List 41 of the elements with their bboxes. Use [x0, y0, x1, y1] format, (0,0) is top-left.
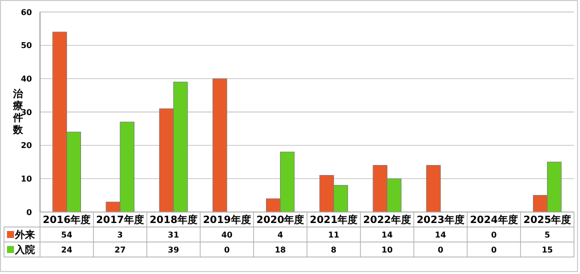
data-label: 14: [382, 230, 394, 240]
data-label: 31: [168, 230, 180, 240]
y-tick-label: 20: [20, 141, 32, 150]
y-tick-label: 0: [26, 208, 32, 217]
x-tick-label: 2020年度: [256, 214, 304, 226]
y-tick-label: 40: [20, 74, 32, 84]
y-tick-label: 10: [20, 174, 32, 184]
data-label: 8: [330, 245, 337, 254]
legend-label: 外来: [14, 229, 35, 241]
data-label: 14: [434, 230, 446, 240]
x-tick-label: 2019年度: [202, 214, 251, 226]
data-label: 4: [278, 230, 284, 240]
data-label: 10: [382, 245, 394, 254]
legend-label: 入院: [14, 244, 35, 256]
data-label: 27: [114, 245, 126, 254]
data-label: 5: [544, 230, 551, 240]
y-tick-label: 50: [20, 41, 32, 50]
x-tick-label: 2025年度: [523, 214, 572, 226]
data-label: 15: [542, 245, 554, 254]
data-label: 3: [117, 230, 123, 240]
x-tick-label: 2022年度: [363, 214, 412, 226]
y-tick-label: 30: [20, 108, 32, 117]
x-tick-label: 2021年度: [310, 214, 358, 226]
data-label: 24: [61, 245, 73, 254]
data-label: 54: [61, 230, 73, 240]
data-label: 0: [438, 245, 444, 254]
data-label: 0: [224, 245, 230, 254]
x-tick-label: 2024年度: [470, 214, 518, 226]
data-label: 11: [328, 230, 340, 240]
x-tick-label: 2016年度: [42, 214, 91, 226]
x-tick-label: 2018年度: [150, 214, 198, 226]
data-label: 0: [491, 230, 498, 240]
data-label: 18: [274, 245, 286, 254]
data-label: 39: [168, 245, 180, 254]
y-tick-label: 60: [20, 8, 32, 17]
bar: [426, 165, 441, 212]
x-tick-label: 2023年度: [416, 214, 464, 226]
bar: [212, 78, 228, 212]
x-tick-label: 2017年度: [96, 214, 144, 226]
data-label: 0: [491, 245, 498, 254]
data-label: 40: [221, 230, 233, 240]
